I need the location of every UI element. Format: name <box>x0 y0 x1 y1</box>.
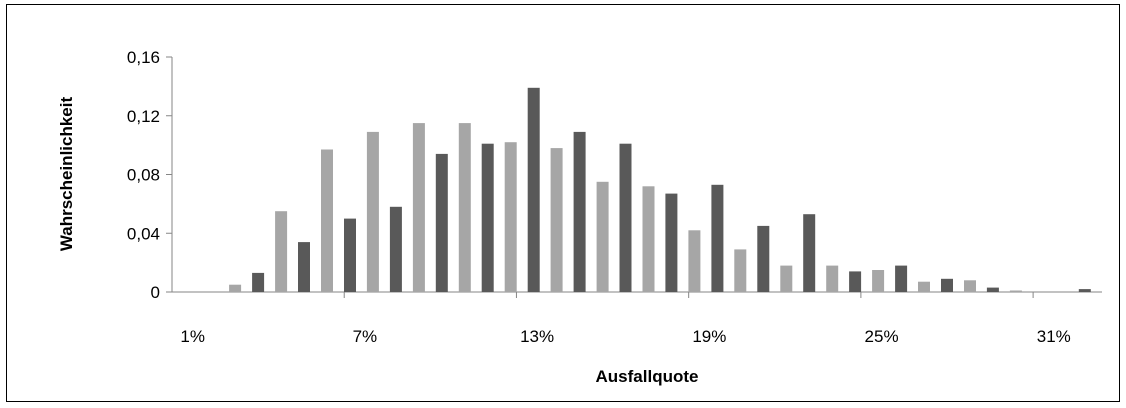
bar-light <box>918 281 930 292</box>
chart-frame <box>6 4 1120 402</box>
x-tick-label: 31% <box>1037 327 1071 346</box>
bar-light <box>596 181 609 292</box>
bar-light <box>1009 290 1022 292</box>
bar-dark <box>619 143 632 292</box>
bar-dark <box>849 271 862 292</box>
x-tick-label: 25% <box>865 327 899 346</box>
bar-light <box>642 186 655 293</box>
bar-dark <box>1078 289 1091 292</box>
series-dark-bars <box>252 87 1091 292</box>
y-tick-label: 0,04 <box>127 224 160 243</box>
bar-dark <box>665 193 678 292</box>
bar-light <box>412 123 425 292</box>
bar-light <box>458 123 471 292</box>
y-axis-title: Wahrscheinlichkeit <box>57 97 76 252</box>
bar-light <box>229 284 242 292</box>
bar-light <box>366 131 379 292</box>
bar-light <box>872 270 885 292</box>
bar-dark <box>711 184 724 292</box>
bar-light <box>826 265 839 292</box>
x-tick-label: 19% <box>692 327 726 346</box>
bar-light <box>275 211 288 292</box>
bar-dark <box>573 131 586 292</box>
bar-dark <box>435 153 448 292</box>
bar-dark <box>252 272 265 292</box>
bar-light <box>321 149 333 292</box>
bar-dark <box>941 278 953 292</box>
y-tick-label: 0 <box>151 283 160 302</box>
bar-dark <box>527 87 540 292</box>
x-tick-label: 13% <box>520 327 554 346</box>
x-axis: 1% 7% 13% 19% 25% 31% <box>172 291 1102 346</box>
bar-light <box>504 142 517 292</box>
x-tick-label: 1% <box>180 327 205 346</box>
bar-dark <box>803 214 816 292</box>
y-tick-label: 0,16 <box>127 48 160 67</box>
y-tick-label: 0,08 <box>127 166 160 185</box>
bar-dark <box>757 225 770 292</box>
bar-light <box>734 249 747 292</box>
bar-light <box>550 148 563 292</box>
bar-dark <box>298 242 310 292</box>
bar-dark <box>344 218 356 292</box>
series-light-bars <box>229 123 1022 293</box>
y-tick-label: 0,12 <box>127 107 160 126</box>
bar-dark <box>986 287 999 292</box>
bar-light <box>780 265 793 292</box>
bar-dark <box>481 143 494 292</box>
x-tick-label: 7% <box>353 327 378 346</box>
y-axis: 0 0,04 0,08 0,12 0,16 <box>127 48 173 302</box>
bar-dark <box>895 265 908 292</box>
bar-dark <box>389 206 402 292</box>
x-axis-title: Ausfallquote <box>596 367 699 386</box>
bar-light <box>688 230 701 292</box>
bar-light <box>964 280 976 293</box>
